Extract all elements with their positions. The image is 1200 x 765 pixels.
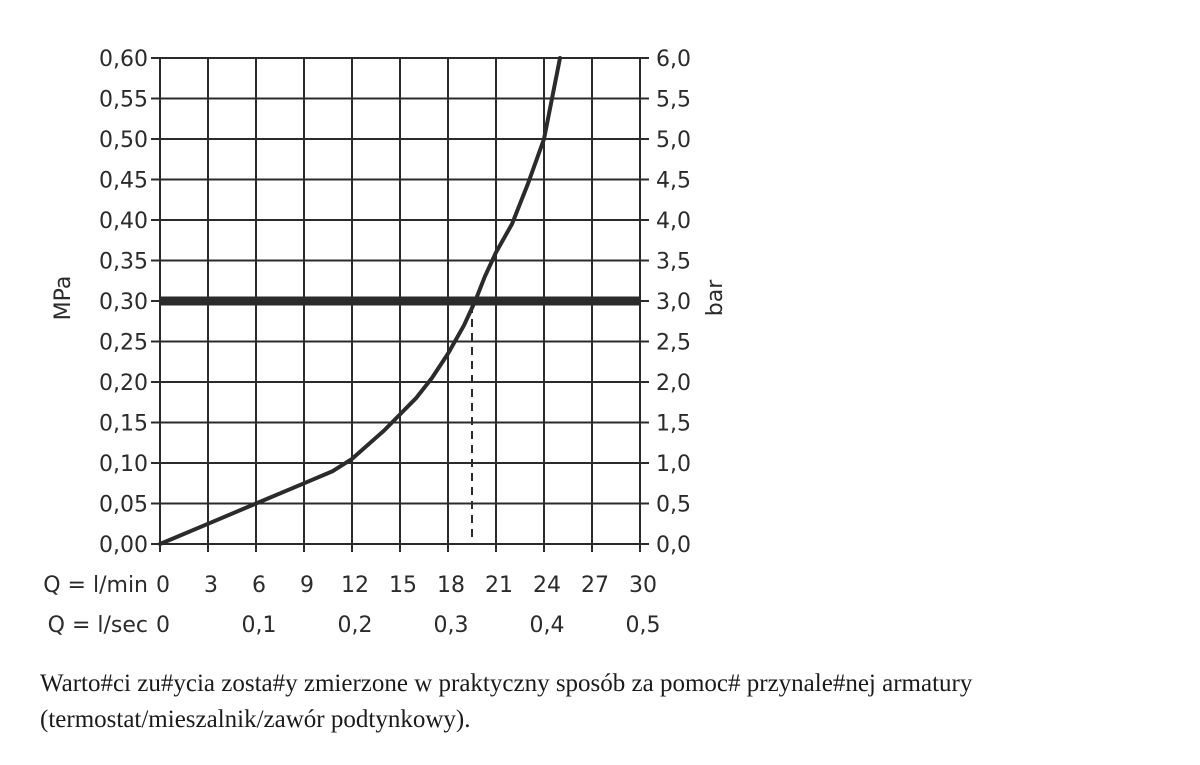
y-left-tick-label: 0,05 — [99, 493, 148, 518]
y-left-tick-label: 0,40 — [99, 209, 148, 234]
x-primary-tick-label: 30 — [629, 573, 657, 598]
y-left-tick-label: 0,10 — [99, 452, 148, 477]
y-left-tick-label: 0,35 — [99, 250, 148, 275]
y-left-tick-label: 0,00 — [99, 533, 148, 558]
x-primary-tick-label: 0 — [156, 573, 170, 598]
y-right-tick-label: 0,5 — [656, 493, 691, 518]
y-left-tick-label: 0,55 — [99, 88, 148, 113]
x-primary-tick-label: 27 — [581, 573, 609, 598]
x-primary-tick-label: 24 — [533, 573, 561, 598]
y-right-tick-label: 5,0 — [656, 128, 691, 153]
y-right-tick-label: 1,5 — [656, 412, 691, 437]
x-secondary-tick-label: 0,2 — [338, 613, 373, 638]
x-primary-tick-label: 15 — [389, 573, 417, 598]
y-left-tick-label: 0,15 — [99, 412, 148, 437]
y-left-tick-label: 0,60 — [99, 47, 148, 72]
x-primary-tick-label: 6 — [252, 573, 266, 598]
y-left-tick-label: 0,20 — [99, 371, 148, 396]
y-left-axis-label: MPa — [51, 276, 76, 321]
x-primary-tick-label: 3 — [204, 573, 218, 598]
x-primary-axis-label: Q = l/min — [43, 573, 148, 598]
y-right-tick-label: 3,0 — [656, 290, 691, 315]
flow-curve — [158, 56, 562, 546]
tick-labels: 0,000,050,100,150,200,250,300,350,400,45… — [43, 47, 728, 638]
x-primary-tick-label: 18 — [437, 573, 465, 598]
x-secondary-tick-label: 0,3 — [434, 613, 469, 638]
y-right-tick-label: 6,0 — [656, 47, 691, 72]
y-right-tick-label: 5,5 — [656, 88, 691, 113]
x-primary-tick-label: 21 — [485, 573, 513, 598]
caption-line-1: Warto#ci zu#ycia zosta#y zmierzone w pra… — [40, 670, 973, 697]
y-right-tick-label: 4,0 — [656, 209, 691, 234]
x-secondary-tick-label: 0,5 — [626, 613, 661, 638]
y-right-tick-label: 3,5 — [656, 250, 691, 275]
pressure-flow-chart: 0,000,050,100,150,200,250,300,350,400,45… — [43, 47, 728, 638]
curve-layer — [158, 56, 562, 546]
y-left-tick-label: 0,50 — [99, 128, 148, 153]
x-secondary-tick-label: 0,4 — [530, 613, 565, 638]
x-primary-tick-label: 9 — [300, 573, 314, 598]
caption-line-2: (termostat/mieszalnik/zawór podtynkowy). — [40, 706, 471, 733]
y-left-tick-label: 0,25 — [99, 331, 148, 356]
y-right-tick-label: 2,5 — [656, 331, 691, 356]
y-right-tick-label: 4,5 — [656, 169, 691, 194]
x-primary-tick-label: 12 — [341, 573, 369, 598]
x-secondary-tick-label: 0,1 — [242, 613, 277, 638]
y-right-tick-label: 2,0 — [656, 371, 691, 396]
y-right-tick-label: 1,0 — [656, 452, 691, 477]
x-secondary-axis-label: Q = l/sec — [48, 613, 148, 638]
y-left-tick-label: 0,30 — [99, 290, 148, 315]
x-secondary-tick-label: 0 — [156, 613, 170, 638]
reference-layer — [160, 296, 640, 544]
y-right-axis-label: bar — [703, 279, 728, 316]
caption: Warto#ci zu#ycia zosta#y zmierzone w pra… — [40, 666, 1180, 738]
y-right-tick-label: 0,0 — [656, 533, 691, 558]
y-left-tick-label: 0,45 — [99, 169, 148, 194]
